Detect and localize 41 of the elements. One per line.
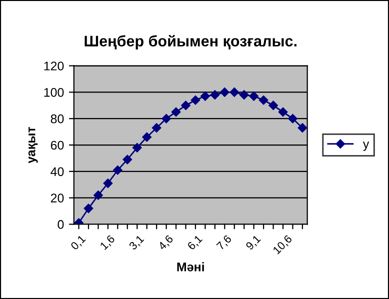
point <box>288 114 298 124</box>
x-tick-label: 6,1 <box>186 234 204 252</box>
x-tick-label: 3,1 <box>128 234 146 252</box>
y-tick-label: 100 <box>44 88 64 97</box>
point <box>113 165 122 175</box>
point <box>190 95 200 105</box>
y-tick-label: 0 <box>58 220 64 229</box>
point <box>181 100 190 110</box>
point <box>152 123 162 132</box>
legend-label: y <box>362 142 370 151</box>
point <box>162 114 171 124</box>
point <box>94 190 103 200</box>
chart-title: Шеңбер бойымен қозғалыс. <box>84 34 296 50</box>
x-axis-title: Мәні <box>177 262 204 272</box>
point <box>210 90 220 100</box>
point <box>200 92 210 101</box>
y-tick-label: 120 <box>44 62 64 70</box>
point <box>171 107 181 117</box>
x-tick-label: 1,6 <box>100 234 116 251</box>
point <box>268 100 278 110</box>
y-tick-label: 20 <box>50 194 64 202</box>
point <box>278 107 288 117</box>
y-axis-title: уақыт <box>28 126 38 164</box>
y-tick-label: 60 <box>50 140 64 150</box>
point <box>122 154 132 164</box>
point <box>298 123 308 132</box>
x-tick-label: 9,1 <box>245 234 262 252</box>
point <box>239 90 249 100</box>
point <box>142 132 152 142</box>
point <box>84 204 94 214</box>
point <box>230 88 239 97</box>
point <box>258 95 268 105</box>
point <box>249 92 258 101</box>
x-tick-label: 0,1 <box>70 234 87 252</box>
y-tick-label: 40 <box>50 167 64 176</box>
x-tick-label: 4,6 <box>158 234 174 252</box>
y-tick-label: 80 <box>50 114 64 124</box>
point <box>103 178 113 188</box>
point <box>132 143 142 152</box>
x-tick-label: 7,6 <box>216 234 233 252</box>
point <box>220 88 230 97</box>
